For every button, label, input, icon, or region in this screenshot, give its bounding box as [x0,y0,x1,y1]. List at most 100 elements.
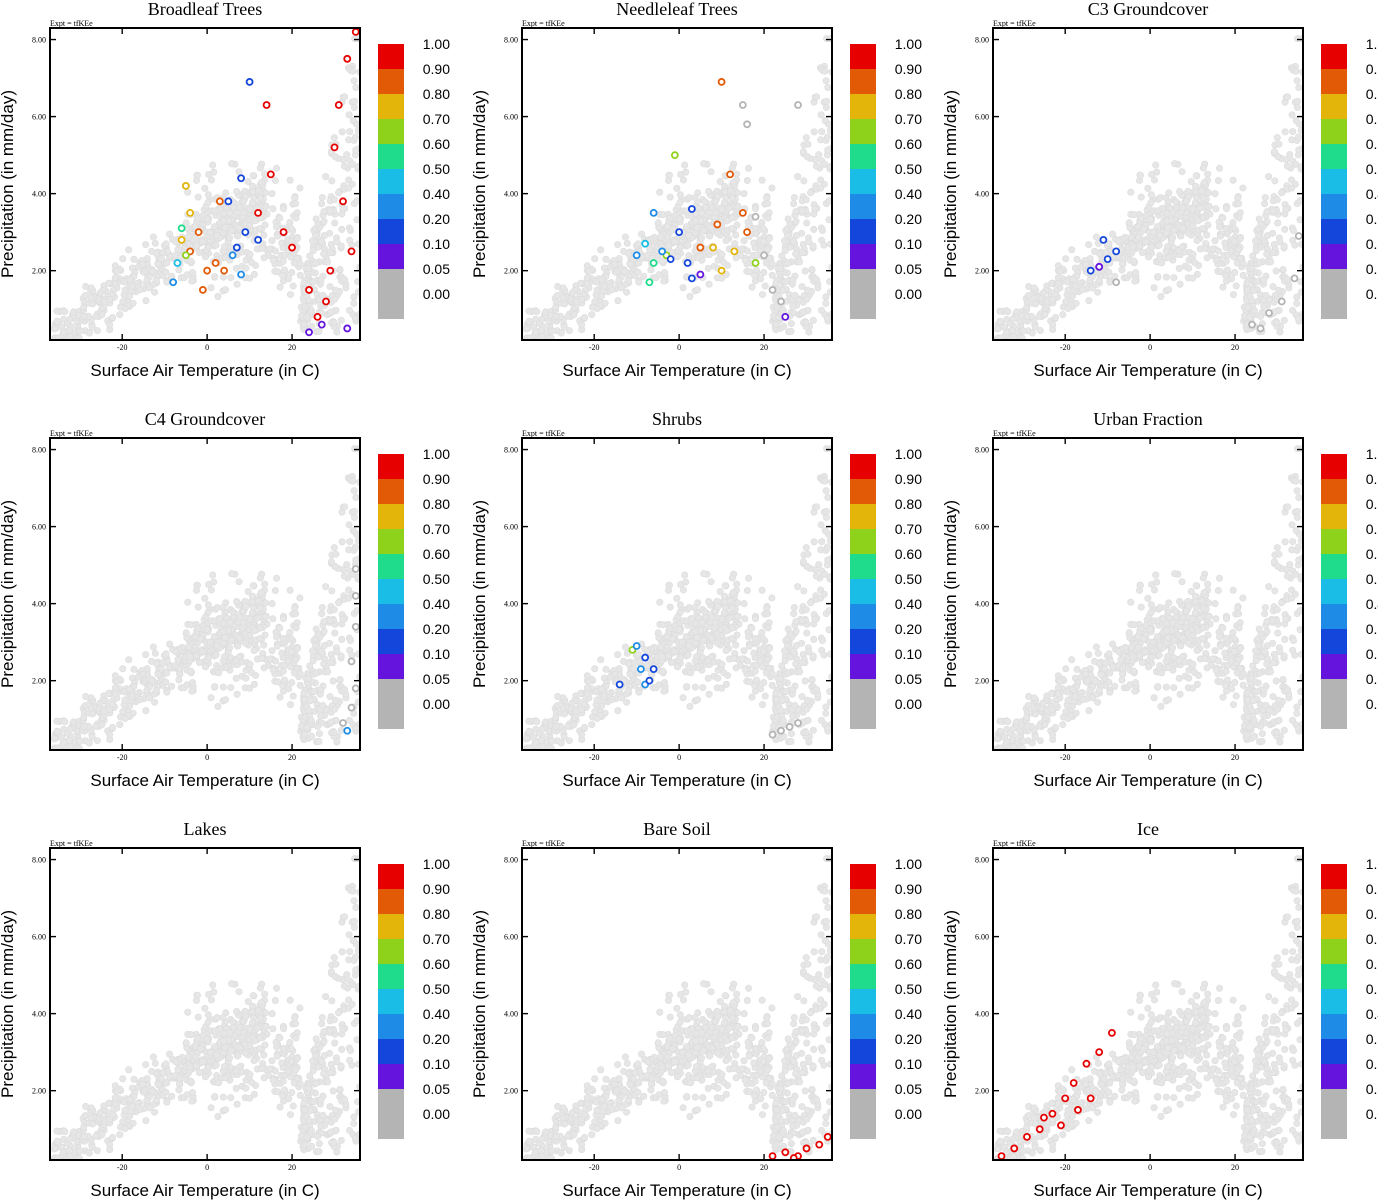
background-point [250,270,258,278]
background-point [159,659,167,667]
background-point [261,221,269,229]
background-point [620,267,628,275]
background-point [705,188,713,196]
background-point [330,606,338,614]
background-point [335,189,343,197]
data-point [632,642,641,650]
background-point [287,647,295,655]
background-point [762,669,770,677]
background-point [682,633,690,641]
background-point [88,323,96,331]
scatter-points [522,445,832,750]
data-point [717,78,726,86]
background-point [1270,148,1278,156]
background-point [234,642,242,650]
background-point [176,670,184,678]
background-point [1176,188,1184,196]
colorbar-label: 0.05 [423,671,450,687]
colorbar-swatch [1321,194,1347,219]
background-point [242,193,250,201]
colorbar-swatch [1321,44,1347,69]
background-point [1140,225,1148,233]
colorbar-swatch [850,169,876,194]
x-tick-label: 20 [760,343,768,352]
background-point [685,641,693,649]
x-axis-label: Surface Air Temperature (in C) [562,771,791,790]
background-point [288,269,296,277]
colorbar-label: 0.10 [895,646,922,662]
background-point [332,286,340,294]
background-point [154,260,162,268]
background-point [236,634,244,642]
background-point [92,722,100,730]
colorbar-swatch [378,169,404,194]
background-point [331,153,339,161]
background-point [236,224,244,232]
background-point [350,513,358,521]
background-point [1136,171,1144,179]
background-point [1013,308,1021,316]
background-point [773,696,781,704]
background-point [741,615,749,623]
background-point [207,694,215,702]
background-point [552,303,560,311]
background-point [741,256,749,264]
background-point [350,293,358,301]
background-point [822,709,830,717]
background-point [805,738,813,746]
colorbar-swatch [1321,169,1347,194]
chart-title: C4 Groundcover [145,409,265,429]
background-point [681,161,689,169]
background-point [152,277,160,285]
background-point [760,679,768,687]
background-point [1149,228,1157,236]
data-point [794,719,802,727]
background-point [734,613,742,621]
background-point [1131,277,1139,285]
background-point [1068,246,1076,254]
data-point [1265,309,1273,317]
background-point [1008,327,1016,335]
background-point [822,299,830,307]
background-point [804,696,812,704]
background-point [722,237,730,245]
background-point [273,642,281,650]
expt-label: Expt = tfKEe [50,429,93,438]
background-point [53,317,61,325]
background-point [821,477,829,485]
background-point [355,240,360,248]
y-tick-label: 4.00 [32,190,46,199]
background-point [790,200,798,208]
background-point [698,209,706,217]
background-point [792,627,800,635]
background-point [559,294,567,302]
background-point [809,242,817,250]
colorbar-swatch [850,654,876,679]
background-point [70,308,78,316]
background-point [792,642,800,650]
data-point [322,297,330,306]
background-point [257,589,265,597]
colorbar-swatch [1321,219,1347,244]
background-point [1154,207,1162,215]
background-point [268,237,276,245]
data-point [649,665,658,674]
data-point [1290,274,1299,283]
background-point [96,289,104,297]
background-point [1125,219,1133,227]
background-point [597,656,605,664]
background-point [345,521,353,529]
background-point [289,282,297,290]
background-point [1147,198,1155,206]
background-point [701,198,709,206]
background-point [305,297,313,305]
background-point [811,615,819,623]
background-point [205,653,213,661]
background-point [713,639,721,647]
background-point [355,163,360,171]
background-point [658,653,666,661]
colorbar-label: 0.60 [895,546,922,562]
background-point [346,128,354,136]
background-point [332,550,340,558]
background-point [826,278,832,286]
